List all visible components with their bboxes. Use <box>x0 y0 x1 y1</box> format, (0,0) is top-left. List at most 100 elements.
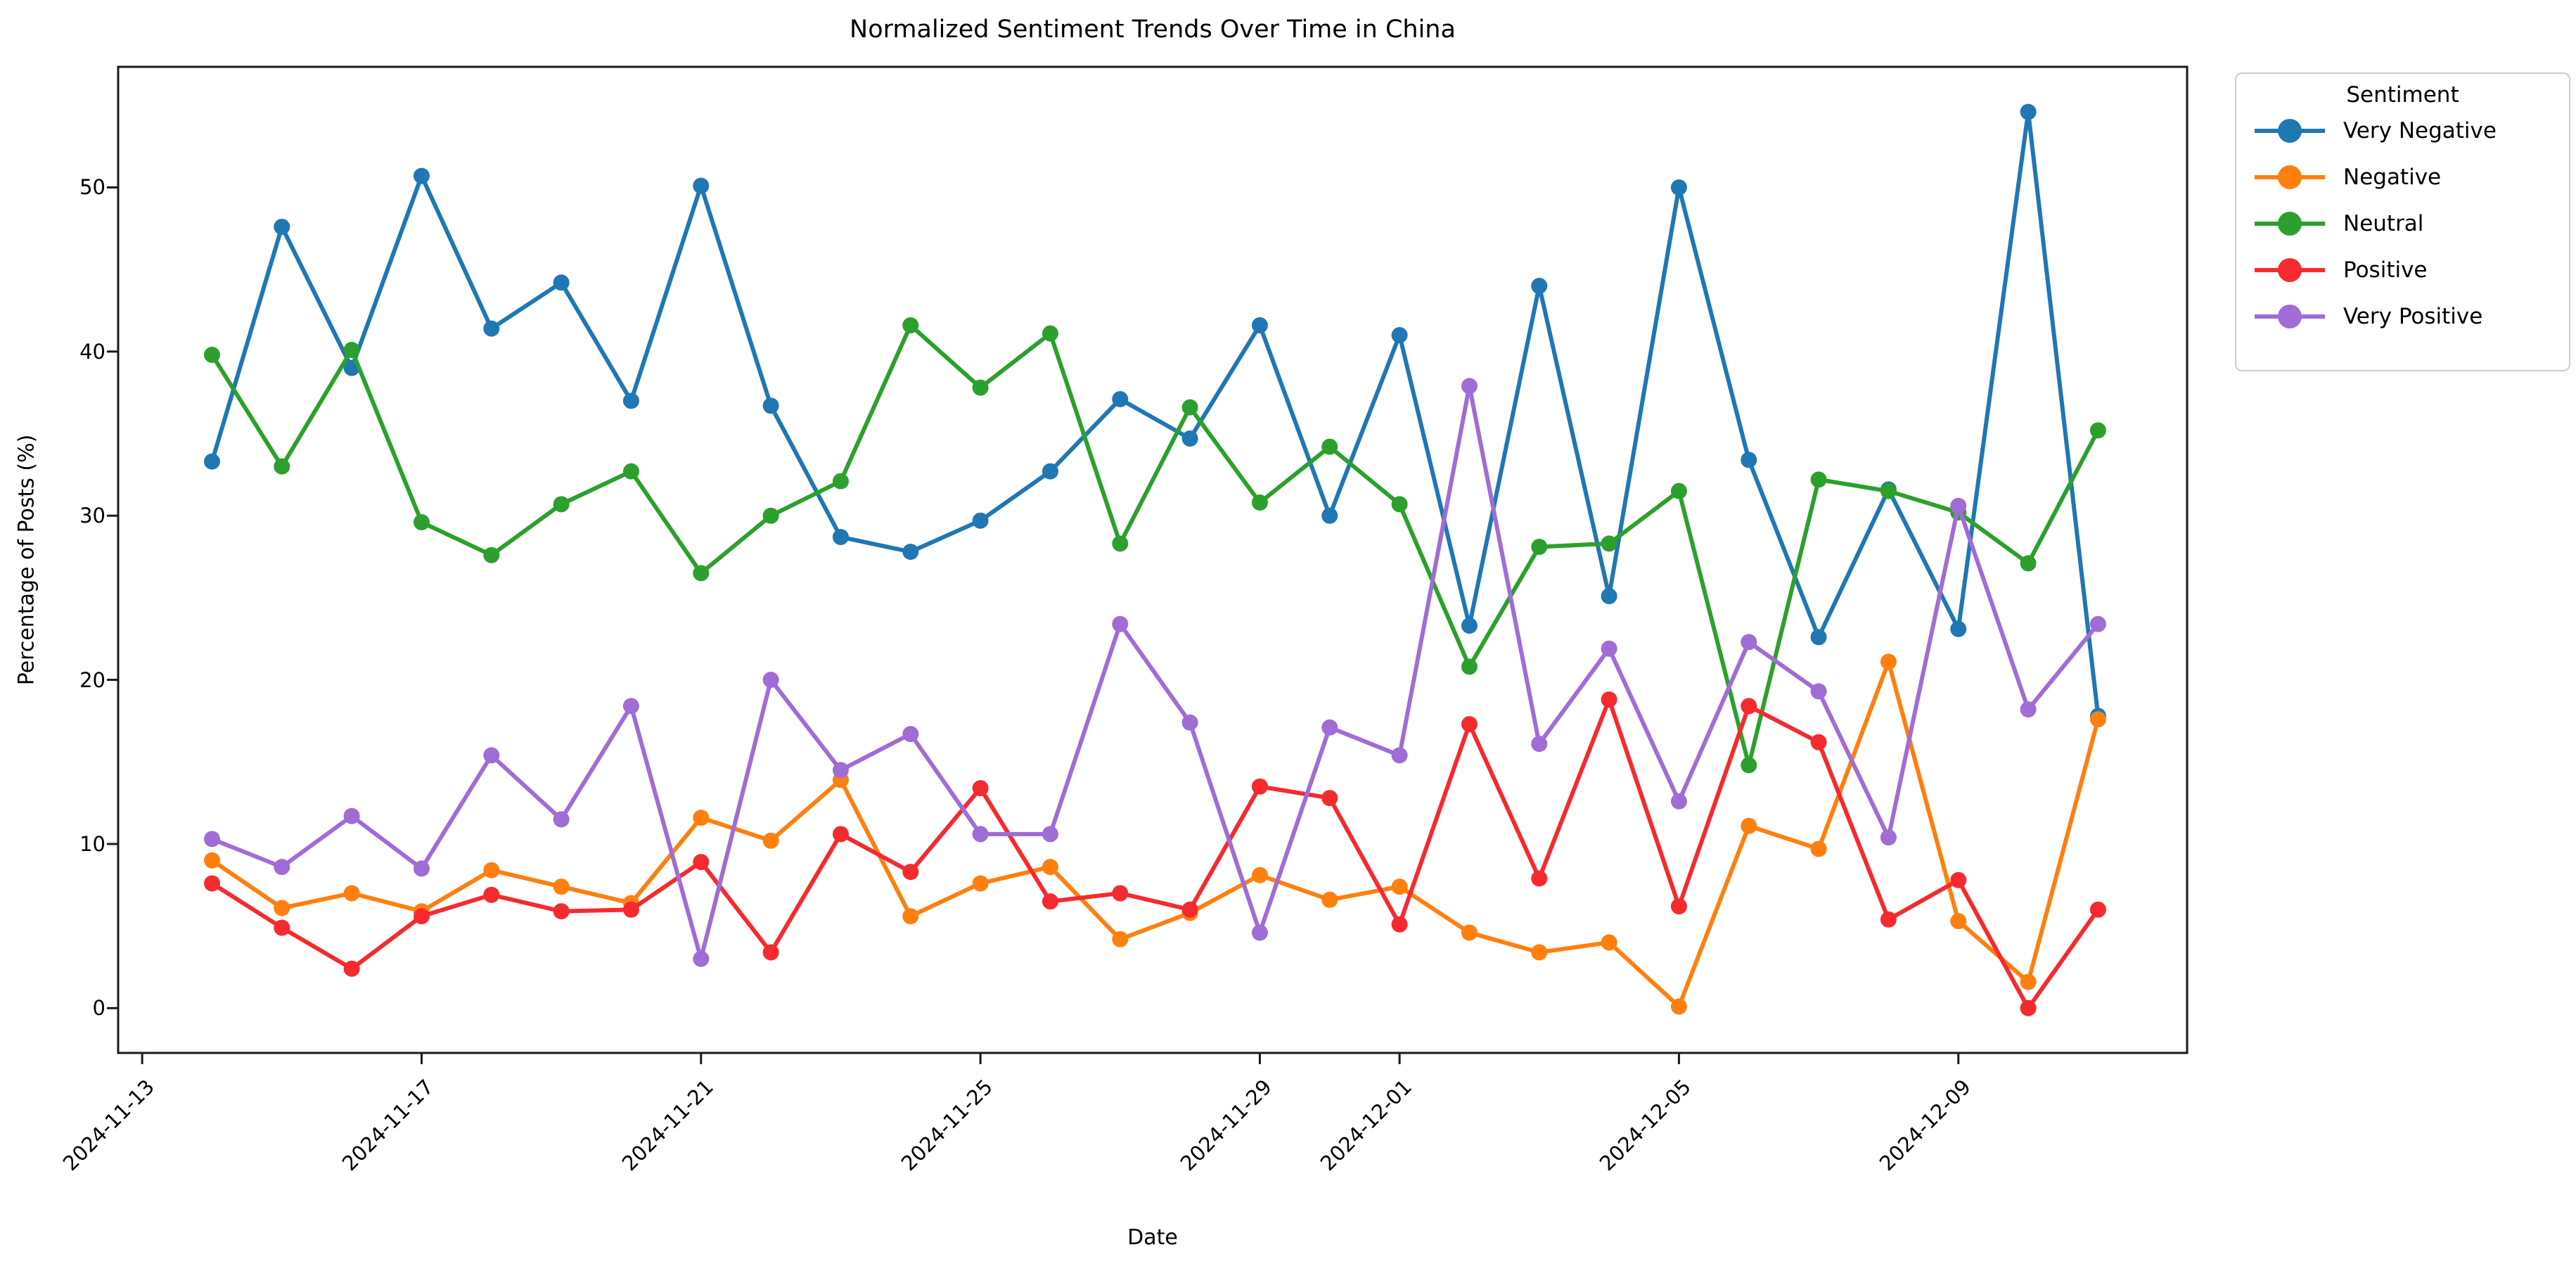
data-point <box>1810 683 1827 700</box>
data-point <box>1321 507 1338 524</box>
data-point <box>1741 757 1757 774</box>
data-point <box>1461 378 1478 395</box>
data-point <box>1670 483 1687 499</box>
data-point <box>1461 716 1478 733</box>
data-point <box>204 831 220 848</box>
legend-item-label: Very Negative <box>2343 118 2497 143</box>
data-point <box>1181 430 1198 447</box>
data-point <box>1321 719 1338 736</box>
data-point <box>204 852 220 869</box>
y-tick-label: 40 <box>79 339 105 364</box>
legend-line-swatch <box>2255 165 2325 189</box>
data-point <box>1601 934 1617 951</box>
data-point <box>1042 826 1058 843</box>
legend-item-label: Neutral <box>2343 211 2424 236</box>
legend-line-swatch <box>2255 258 2325 282</box>
data-point <box>413 167 430 184</box>
data-point <box>1601 640 1617 657</box>
legend-item-label: Negative <box>2343 165 2442 190</box>
data-point <box>274 919 290 936</box>
data-point <box>762 672 779 689</box>
data-point <box>972 512 989 529</box>
data-point <box>413 860 430 877</box>
data-point <box>2089 711 2106 728</box>
data-point <box>274 900 290 916</box>
data-point <box>1391 747 1408 764</box>
data-point <box>1042 325 1058 342</box>
data-point <box>413 514 430 531</box>
data-point <box>693 565 710 582</box>
data-point <box>2020 103 2037 120</box>
data-point <box>1880 653 1897 670</box>
data-point <box>1880 483 1897 499</box>
data-point <box>274 458 290 475</box>
data-point <box>1741 817 1757 834</box>
data-point <box>1531 736 1548 753</box>
data-point <box>832 762 849 779</box>
legend-line-swatch <box>2255 212 2325 236</box>
data-point <box>553 811 570 828</box>
data-point <box>1112 390 1129 407</box>
data-point <box>274 218 290 235</box>
data-point <box>1042 463 1058 480</box>
legend-line-swatch <box>2255 119 2325 143</box>
data-point <box>553 496 570 513</box>
data-point <box>2020 555 2037 572</box>
series-line-negative <box>210 659 2101 1009</box>
series-line-positive <box>210 697 2100 1011</box>
data-point <box>1251 924 1268 941</box>
data-point <box>2089 615 2106 632</box>
y-axis-label: Percentage of Posts (%) <box>14 434 39 686</box>
data-point <box>762 397 779 414</box>
data-point <box>1251 494 1268 511</box>
data-point <box>972 780 989 797</box>
data-point <box>1741 698 1757 715</box>
series-line-very-positive <box>211 383 2100 961</box>
data-point <box>1810 734 1827 750</box>
data-point <box>2020 973 2037 990</box>
data-point <box>1531 277 1548 294</box>
data-point <box>343 885 360 902</box>
data-point <box>483 747 500 764</box>
legend: Sentiment Very Negative Negative Neutral Po… <box>2235 72 2570 371</box>
data-point <box>1601 691 1617 708</box>
data-point <box>1880 911 1897 928</box>
data-point <box>902 317 919 333</box>
data-point <box>762 832 779 849</box>
data-point <box>1670 793 1687 810</box>
data-point <box>1531 870 1548 887</box>
data-point <box>553 878 570 895</box>
data-point <box>972 826 989 843</box>
data-point <box>902 908 919 925</box>
data-point <box>622 463 639 480</box>
data-point <box>1181 901 1198 918</box>
data-point <box>1741 452 1757 468</box>
data-point <box>204 346 220 363</box>
data-point <box>1112 931 1129 947</box>
data-point <box>832 473 849 490</box>
data-point <box>1321 790 1338 807</box>
data-point <box>1880 829 1897 846</box>
data-point <box>2089 422 2106 439</box>
data-point <box>1741 634 1757 651</box>
data-point <box>622 392 639 409</box>
data-point <box>553 274 570 291</box>
data-point <box>693 950 710 967</box>
data-point <box>1321 438 1338 455</box>
series-line-very-negative <box>210 110 2101 717</box>
data-point <box>1950 497 1967 514</box>
data-point <box>832 826 849 843</box>
data-point <box>1321 891 1338 908</box>
x-axis-label: Date <box>1127 1225 1178 1250</box>
data-point <box>1112 535 1129 552</box>
data-point <box>204 453 220 470</box>
data-point <box>693 810 710 826</box>
legend-marker-dot <box>2278 165 2302 189</box>
data-point <box>1810 629 1827 646</box>
data-point <box>1112 885 1129 902</box>
data-point <box>1810 471 1827 488</box>
data-point <box>1391 496 1408 513</box>
data-point <box>2020 701 2037 718</box>
data-point <box>693 854 710 871</box>
